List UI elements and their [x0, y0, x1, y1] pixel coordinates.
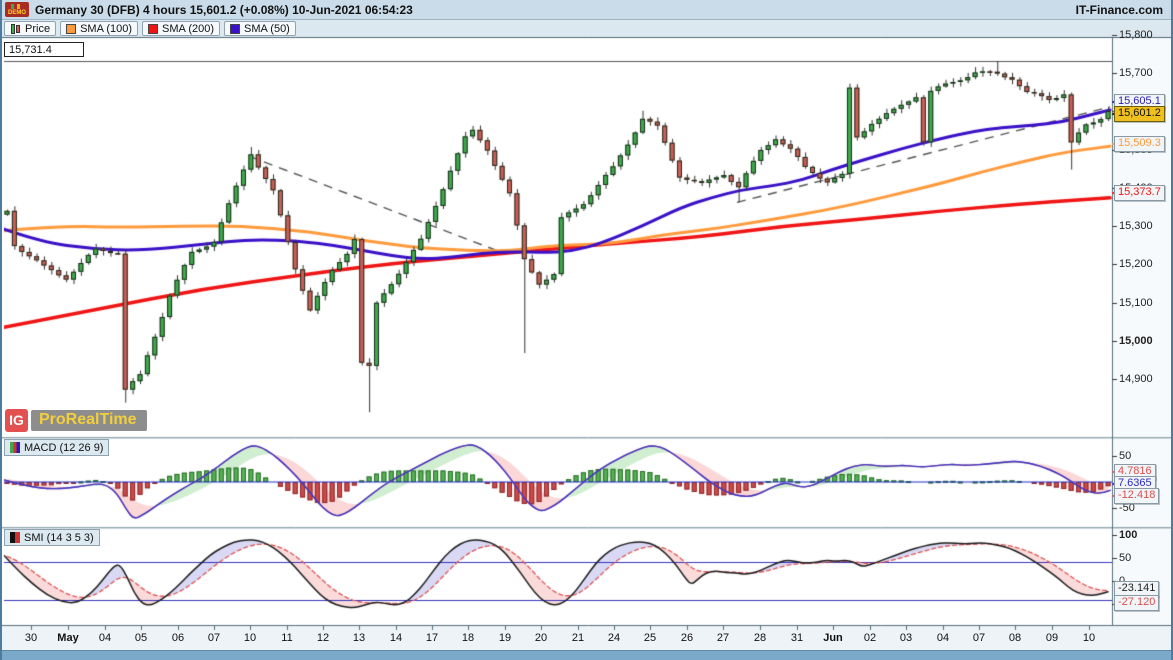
- macd-indicator-chip[interactable]: MACD (12 26 9): [4, 439, 110, 456]
- macd-icon: [10, 442, 20, 453]
- high-price-box: 15,731.4: [4, 42, 84, 57]
- price-tick-label: 15,700: [1119, 67, 1153, 80]
- x-axis-label: 10: [243, 632, 257, 644]
- x-axis-label: 21: [571, 632, 585, 644]
- ig-logo: IG: [5, 409, 28, 432]
- prorealtime-watermark: ProRealTime: [31, 410, 147, 431]
- x-axis-label: 27: [716, 632, 730, 644]
- x-axis-label: 17: [425, 632, 439, 644]
- x-axis-label: 10: [1082, 632, 1096, 644]
- x-axis-label: 07: [207, 632, 221, 644]
- x-axis-label: 25: [643, 632, 657, 644]
- x-axis-label: 24: [607, 632, 621, 644]
- x-axis-label: 20: [534, 632, 548, 644]
- x-axis-label: 30: [24, 632, 38, 644]
- x-axis-label: 06: [171, 632, 185, 644]
- macd-tick-label: -50: [1119, 502, 1135, 514]
- x-axis-label: 12: [316, 632, 330, 644]
- price-tick-label: 15,200: [1119, 258, 1153, 271]
- x-axis-label: 31: [790, 632, 804, 644]
- x-axis-label: 13: [352, 632, 366, 644]
- smi-icon: [10, 532, 20, 543]
- smi-indicator-chip[interactable]: SMI (14 3 5 3): [4, 529, 100, 546]
- smi-tick-label: 100: [1119, 528, 1138, 541]
- smi-label: SMI (14 3 5 3): [24, 531, 94, 544]
- x-axis-label: 19: [498, 632, 512, 644]
- price-value-tag: 15,373.7: [1114, 185, 1165, 201]
- x-axis-label: Jun: [823, 632, 843, 644]
- bottom-scroll-strip[interactable]: [2, 650, 1171, 660]
- price-value-tag: 15,509.3: [1114, 136, 1165, 152]
- price-tick-label: 15,000: [1119, 334, 1153, 347]
- macd-label: MACD (12 26 9): [24, 441, 104, 454]
- x-axis-label: 14: [389, 632, 403, 644]
- x-axis-label: 08: [1008, 632, 1022, 644]
- x-axis-label: 03: [899, 632, 913, 644]
- x-axis-label: 28: [753, 632, 767, 644]
- watermark: IG ProRealTime: [5, 409, 147, 432]
- smi-value-tag: -27.120: [1114, 595, 1160, 611]
- x-axis-label: May: [57, 632, 79, 644]
- macd-tick-label: 50: [1119, 450, 1132, 462]
- smi-tick-label: 50: [1119, 551, 1132, 564]
- x-axis-label: 05: [134, 632, 148, 644]
- price-value-tag: 15,601.2: [1114, 106, 1165, 122]
- x-axis-label: 04: [98, 632, 112, 644]
- x-axis-label: 09: [1045, 632, 1059, 644]
- macd-value-tag: -12.418: [1114, 488, 1160, 504]
- x-axis-label: 26: [680, 632, 694, 644]
- x-axis-label: 04: [936, 632, 950, 644]
- price-tick-label: 15,300: [1119, 220, 1153, 233]
- x-axis-label: 18: [461, 632, 475, 644]
- price-tick-label: 15,100: [1119, 296, 1153, 309]
- price-tick-label: 15,800: [1119, 29, 1153, 41]
- x-axis-label: 02: [863, 632, 877, 644]
- price-tick-label: 14,900: [1119, 372, 1153, 385]
- x-axis-label: 07: [972, 632, 986, 644]
- x-axis-label: 11: [281, 632, 293, 644]
